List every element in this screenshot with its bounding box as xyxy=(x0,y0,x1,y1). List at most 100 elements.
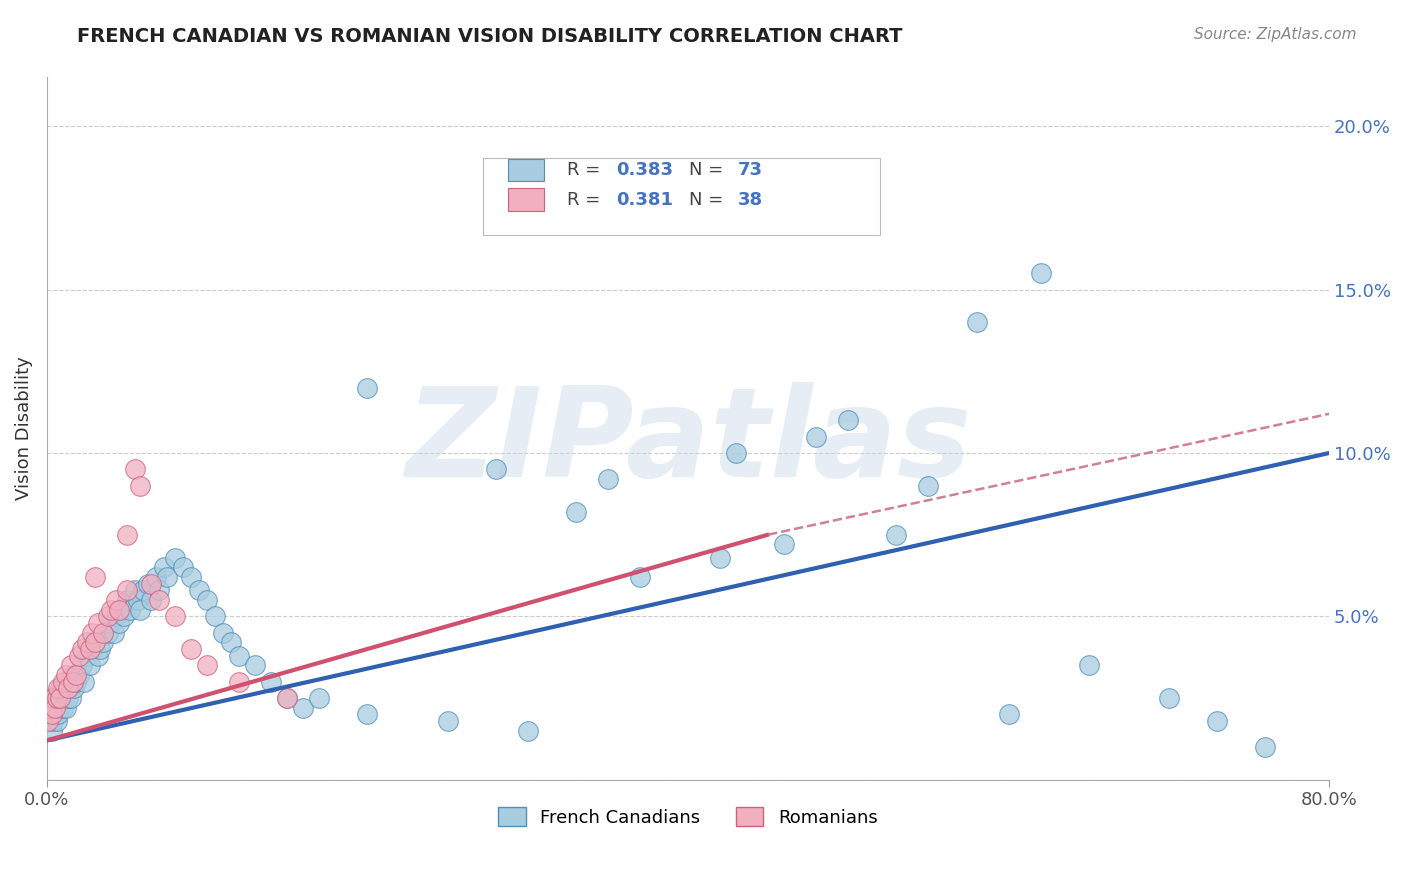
Point xyxy=(55,700,77,714)
Point xyxy=(79,658,101,673)
Point xyxy=(195,658,218,673)
Point xyxy=(195,593,218,607)
Point xyxy=(1254,739,1277,754)
Point xyxy=(39,707,62,722)
Point xyxy=(1157,690,1180,705)
Point xyxy=(1077,658,1099,673)
Point xyxy=(115,583,138,598)
Point xyxy=(104,609,127,624)
Point xyxy=(156,570,179,584)
Point xyxy=(139,576,162,591)
Bar xyxy=(509,159,544,181)
Point xyxy=(292,700,315,714)
Point xyxy=(48,681,70,695)
Point xyxy=(45,690,67,705)
Point xyxy=(55,668,77,682)
Point xyxy=(58,681,80,695)
Point xyxy=(56,681,79,695)
Point xyxy=(725,446,748,460)
Point xyxy=(45,714,67,728)
Point xyxy=(65,674,87,689)
Point xyxy=(153,560,176,574)
Point xyxy=(59,690,82,705)
Point xyxy=(87,648,110,663)
Point xyxy=(39,700,62,714)
Point xyxy=(70,642,93,657)
Point xyxy=(145,570,167,584)
Point xyxy=(565,505,588,519)
Point xyxy=(44,690,66,705)
Text: N =: N = xyxy=(689,191,730,209)
Point xyxy=(56,690,79,705)
Point xyxy=(84,570,107,584)
Point xyxy=(73,674,96,689)
Point xyxy=(80,625,103,640)
Point xyxy=(76,635,98,649)
Text: 0.383: 0.383 xyxy=(616,161,673,179)
Point xyxy=(100,615,122,630)
Point xyxy=(228,648,250,663)
Point xyxy=(260,674,283,689)
Point xyxy=(42,700,65,714)
Point xyxy=(79,642,101,657)
Point xyxy=(276,690,298,705)
Point xyxy=(709,550,731,565)
Point xyxy=(165,550,187,565)
Point xyxy=(52,674,75,689)
Point xyxy=(65,668,87,682)
Point xyxy=(44,707,66,722)
Text: R =: R = xyxy=(568,191,606,209)
Point xyxy=(886,527,908,541)
Point xyxy=(1206,714,1229,728)
Point xyxy=(37,714,59,728)
Point xyxy=(120,603,142,617)
Point xyxy=(55,674,77,689)
Point xyxy=(139,593,162,607)
Point xyxy=(966,315,988,329)
Point xyxy=(115,527,138,541)
Point xyxy=(84,635,107,649)
Point xyxy=(62,674,84,689)
Point xyxy=(52,681,75,695)
Point xyxy=(42,690,65,705)
Point xyxy=(59,658,82,673)
Point xyxy=(276,690,298,705)
Point xyxy=(356,707,378,722)
Point xyxy=(59,674,82,689)
Point xyxy=(70,658,93,673)
Point xyxy=(485,462,508,476)
Point xyxy=(112,609,135,624)
Text: ZIPatlas: ZIPatlas xyxy=(405,382,972,503)
Point xyxy=(76,648,98,663)
Point xyxy=(84,635,107,649)
Point xyxy=(44,700,66,714)
Point xyxy=(45,700,67,714)
Point xyxy=(67,668,90,682)
Bar xyxy=(509,188,544,211)
Point xyxy=(115,593,138,607)
Point xyxy=(46,690,69,705)
Point xyxy=(41,690,63,705)
Point xyxy=(172,560,194,574)
Point xyxy=(245,658,267,673)
Point xyxy=(108,603,131,617)
Point xyxy=(228,674,250,689)
Point xyxy=(516,723,538,738)
Point xyxy=(1029,266,1052,280)
Point xyxy=(165,609,187,624)
Point xyxy=(103,625,125,640)
Point xyxy=(80,642,103,657)
Point xyxy=(91,625,114,640)
Point xyxy=(41,723,63,738)
Point xyxy=(308,690,330,705)
Point xyxy=(997,707,1019,722)
Point xyxy=(204,609,226,624)
Point xyxy=(628,570,651,584)
Point xyxy=(46,707,69,722)
Point xyxy=(127,593,149,607)
Point xyxy=(37,714,59,728)
Text: 73: 73 xyxy=(738,161,763,179)
Point xyxy=(773,537,796,551)
Point xyxy=(39,700,62,714)
Point xyxy=(124,583,146,598)
